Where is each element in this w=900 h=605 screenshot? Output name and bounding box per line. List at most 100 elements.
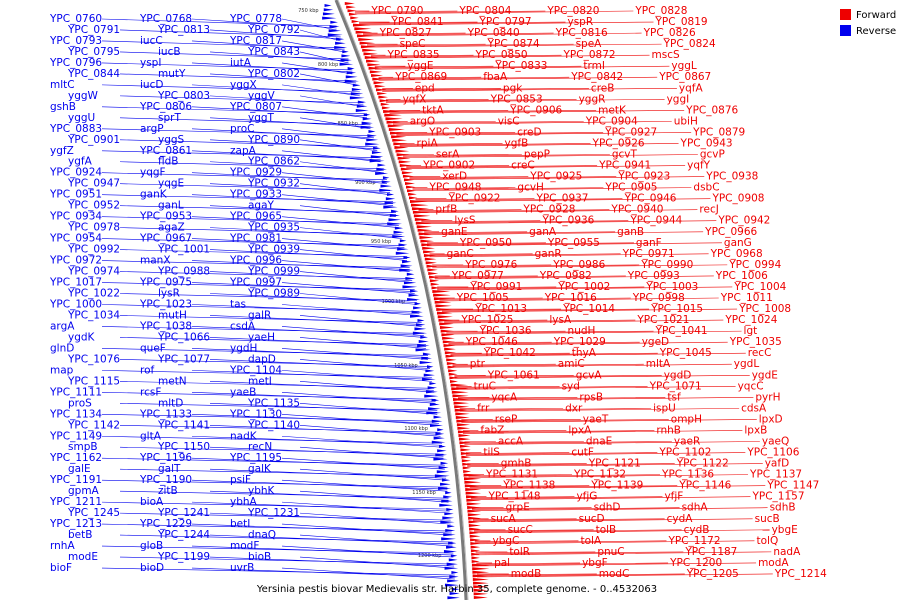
- forward-gene-label: YPC_0835: [387, 49, 440, 61]
- forward-gene-label: YPC_1041: [655, 325, 708, 337]
- forward-leader-line: [477, 573, 597, 576]
- forward-leader-line: [473, 529, 770, 534]
- reverse-gene-label: YPC_0975: [139, 277, 192, 289]
- forward-feature: [404, 182, 415, 185]
- forward-gene-label: YPC_0936: [541, 215, 594, 227]
- reverse-feature: [420, 335, 428, 339]
- forward-feature: [473, 588, 489, 592]
- forward-gene-label: YPC_1021: [636, 314, 689, 326]
- reverse-gene-label: YPC_0932: [247, 178, 300, 190]
- forward-feature: [470, 542, 481, 545]
- reverse-feature: [369, 159, 385, 163]
- forward-feature: [446, 358, 457, 362]
- reverse-leader-line: [191, 304, 420, 314]
- reverse-leader-line: [101, 282, 415, 290]
- forward-feature: [398, 160, 412, 164]
- forward-gene-label: YPC_1014: [562, 303, 615, 315]
- reverse-leader-line: [101, 62, 353, 71]
- forward-gene-label: YPC_0990: [640, 259, 693, 271]
- reverse-leader-line: [299, 183, 391, 196]
- reverse-leader-line: [281, 260, 410, 272]
- forward-feature: [394, 146, 409, 149]
- reverse-leader-line: [281, 40, 345, 53]
- forward-leader-line: [418, 209, 522, 211]
- reverse-feature: [439, 503, 453, 507]
- forward-leader-line: [448, 341, 728, 346]
- reverse-gene-label: tas: [230, 298, 246, 310]
- forward-leader-line: [472, 518, 665, 522]
- reverse-gene-label: YPC_0989: [247, 288, 300, 300]
- forward-feature: [442, 336, 455, 340]
- forward-leader-line: [421, 220, 717, 225]
- reverse-leader-line: [299, 468, 447, 481]
- reverse-leader-line: [101, 413, 439, 422]
- forward-leader-line: [415, 198, 711, 202]
- forward-leader-line: [385, 99, 577, 102]
- forward-leader-line: [370, 54, 650, 59]
- reverse-gene-label: YPC_1196: [139, 452, 192, 464]
- forward-leader-line: [464, 441, 760, 445]
- reverse-gene-label: YPC_0952: [67, 200, 120, 212]
- forward-gene-label: YPC_0906: [509, 104, 562, 116]
- reverse-gene-label: lysR: [158, 288, 180, 300]
- reverse-feature: [447, 579, 459, 583]
- forward-gene-label: rnhB: [656, 424, 681, 436]
- forward-leader-line: [358, 21, 566, 25]
- forward-gene-label: YPC_1200: [669, 557, 722, 569]
- reverse-gene-label: YPC_0972: [49, 255, 102, 267]
- reverse-gene-label: YPC_1141: [157, 419, 210, 431]
- reverse-leader-line: [119, 315, 422, 323]
- forward-gene-label: amiC: [558, 358, 585, 370]
- forward-gene-label: YPC_0824: [663, 38, 716, 50]
- reverse-feature: [393, 230, 405, 234]
- reverse-leader-line: [101, 238, 405, 246]
- reverse-leader-line: [209, 359, 431, 369]
- reverse-gene-label: yggS: [158, 134, 185, 146]
- reverse-feature: [402, 260, 412, 264]
- forward-gene-label: metK: [598, 104, 627, 116]
- forward-leader-line: [382, 87, 501, 90]
- forward-gene-label: cydB: [684, 524, 710, 536]
- forward-feature: [347, 9, 357, 13]
- forward-leader-line: [473, 529, 594, 532]
- forward-leader-line: [392, 121, 672, 125]
- forward-feature: [464, 480, 482, 484]
- reverse-leader-line: [299, 490, 449, 503]
- forward-gene-label: YPC_0982: [539, 270, 592, 282]
- reverse-leader-line: [119, 73, 357, 82]
- forward-gene-label: YPC_1136: [661, 469, 714, 481]
- forward-gene-label: ybgF: [582, 557, 608, 569]
- forward-leader-line: [444, 319, 636, 323]
- reverse-feature: [433, 415, 442, 419]
- forward-gene-label: YPC_0790: [370, 5, 423, 17]
- forward-gene-label: YPC_0879: [692, 126, 745, 138]
- reverse-gene-label: bioB: [248, 551, 271, 563]
- forward-feature: [472, 567, 490, 571]
- reverse-gene-label: YPC_1211: [49, 496, 102, 508]
- forward-gene-label: sucB: [755, 513, 780, 525]
- reverse-leader-line: [119, 446, 444, 455]
- reverse-leader-line: [119, 29, 341, 38]
- forward-gene-label: yqfY: [687, 160, 711, 172]
- reverse-gene-label: YPC_0954: [49, 233, 102, 245]
- reverse-gene-label: modE: [68, 551, 98, 563]
- forward-feature: [344, 2, 355, 5]
- reverse-gene-label: YPC_1140: [247, 419, 300, 431]
- forward-feature: [362, 48, 377, 52]
- reverse-feature: [430, 424, 444, 427]
- forward-gene-label: YPC_1003: [645, 281, 698, 293]
- reverse-gene-label: YPC_0929: [229, 167, 282, 179]
- reverse-gene-label: YPC_1034: [67, 309, 120, 321]
- forward-feature: [459, 444, 471, 448]
- reverse-leader-line: [281, 413, 439, 426]
- reverse-leader-line: [119, 490, 449, 499]
- reverse-gene-label: mltD: [158, 397, 183, 409]
- reverse-feature: [341, 54, 351, 58]
- forward-gene-label: YPC_0876: [685, 104, 738, 116]
- reverse-leader-line: [209, 381, 434, 391]
- reverse-gene-label: YPC_0883: [49, 123, 102, 135]
- reverse-feature: [322, 16, 337, 20]
- forward-gene-label: creC: [511, 160, 535, 172]
- reverse-leader-line: [281, 128, 374, 141]
- reverse-gene-label: gpmA: [68, 485, 100, 497]
